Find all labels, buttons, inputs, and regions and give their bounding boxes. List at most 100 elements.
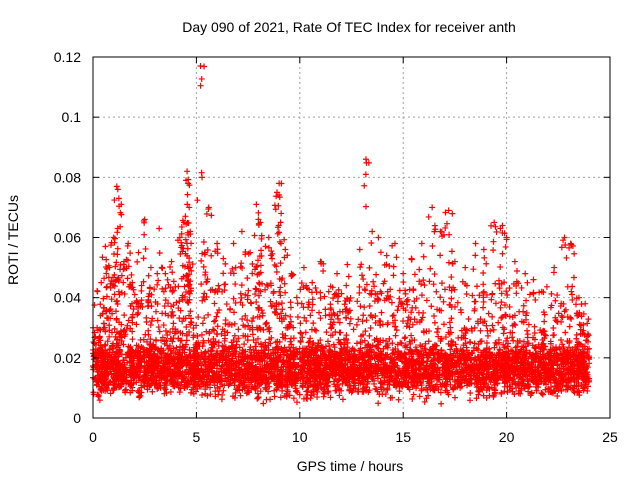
data-point [140,364,147,371]
data-point [509,376,516,383]
data-point [381,377,388,384]
data-point [554,393,561,400]
data-point [176,369,183,376]
data-point [246,381,253,388]
data-point [292,382,299,389]
data-point [571,350,578,357]
data-point [519,359,526,366]
data-point [169,373,176,380]
data-point [105,370,112,377]
data-point [104,369,111,376]
data-point [344,382,351,389]
data-point [186,380,193,387]
data-point [586,345,593,352]
data-point [312,381,319,388]
data-point [375,400,382,407]
data-point [286,370,293,377]
data-point [290,362,297,369]
data-point [535,358,542,365]
data-point [344,364,351,371]
data-point [171,362,178,369]
data-point [236,387,243,394]
data-point [342,360,349,367]
data-point [540,379,547,386]
data-point [501,373,508,380]
data-point [294,389,301,396]
data-point [263,396,270,403]
data-point [479,374,486,381]
data-point [187,359,194,366]
data-point [407,340,414,347]
data-point [192,388,199,395]
data-point [274,358,281,365]
data-point [538,367,545,374]
data-point [211,360,218,367]
data-point [396,287,403,294]
data-point [452,362,459,369]
data-point [93,382,100,389]
data-point [326,363,333,370]
data-point [438,347,445,354]
data-point [123,351,130,358]
data-point [551,347,558,354]
data-point [360,312,367,319]
data-point [504,383,511,390]
data-point [337,370,344,377]
data-point [565,371,572,378]
data-point [355,372,362,379]
data-point [417,366,424,373]
data-point [233,341,240,348]
data-point [107,390,114,397]
data-point [115,288,122,295]
data-point [486,350,493,357]
data-point [357,366,364,373]
data-point [495,358,502,365]
data-point [235,358,242,365]
data-point [585,316,592,323]
data-point [109,349,116,356]
data-point [396,388,403,395]
data-point [325,373,332,380]
data-point [403,361,410,368]
data-point [212,388,219,395]
data-point [235,376,242,383]
data-point [344,371,351,378]
data-point [280,361,287,368]
data-point [474,379,481,386]
data-point [543,373,550,380]
data-point [571,362,578,369]
data-point [513,384,520,391]
data-point [152,380,159,387]
data-point [399,383,406,390]
data-point [177,364,184,371]
data-point [122,377,129,384]
data-point [200,381,207,388]
data-point [488,361,495,368]
data-point [501,380,508,387]
data-point [583,377,590,384]
data-point [494,367,501,374]
data-point [183,373,190,380]
data-point [134,363,141,370]
data-point [449,360,456,367]
data-point [417,378,424,385]
data-point [379,372,386,379]
data-point [103,374,110,381]
data-point [503,361,510,368]
data-point [277,284,284,291]
data-point [451,378,458,385]
data-point [578,381,585,388]
data-point [570,385,577,392]
data-point [345,376,352,383]
data-point [396,367,403,374]
data-point [560,350,567,356]
data-point [481,366,488,373]
data-point [330,295,337,302]
data-point [525,388,532,395]
data-point [148,382,155,389]
data-point [378,380,385,387]
data-point [249,369,256,376]
data-point [469,292,476,299]
data-point [467,339,474,346]
